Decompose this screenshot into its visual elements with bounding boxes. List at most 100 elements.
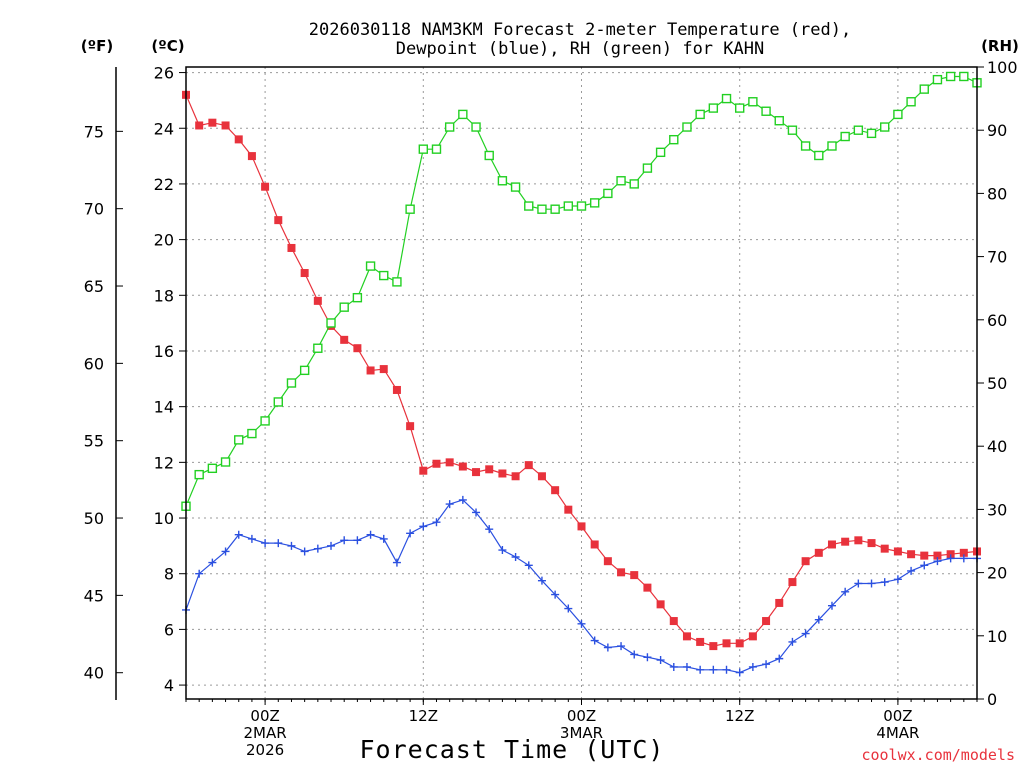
rh-point <box>774 116 784 126</box>
rh-point <box>524 201 534 211</box>
rh-point <box>537 204 547 214</box>
dewpoint-point <box>564 604 573 613</box>
rh-point <box>510 182 521 192</box>
temperature-point <box>340 335 349 344</box>
temperature-point <box>603 557 612 566</box>
x-tick-label: 00Z <box>250 707 279 725</box>
rh-point <box>787 125 798 135</box>
celsius-tick-label: 10 <box>154 509 174 528</box>
dewpoint-point <box>524 561 533 570</box>
rh-point <box>326 318 336 328</box>
temperature-point <box>208 118 217 127</box>
temperature-point <box>959 548 968 557</box>
rh-point <box>458 109 468 120</box>
rh-tick-label: 50 <box>987 374 1007 393</box>
series-rh <box>181 71 982 511</box>
temperature-point <box>801 557 810 566</box>
temperature-point <box>854 536 863 545</box>
rh-point <box>827 141 837 151</box>
plot-frame <box>185 66 978 700</box>
temperature-point <box>748 632 757 641</box>
dewpoint-point <box>458 495 467 504</box>
temperature-point <box>313 296 322 305</box>
temperature-point <box>524 461 533 470</box>
dewpoint-point <box>801 629 810 638</box>
x-tick-label: 4MAR <box>876 724 919 742</box>
rh-point <box>642 163 653 173</box>
dewpoint-point <box>472 508 481 517</box>
temperature-point <box>827 540 836 549</box>
rh-tick-label: 70 <box>987 248 1007 267</box>
temperature-point <box>247 152 256 161</box>
celsius-tick-label: 8 <box>164 565 174 584</box>
x-tick-label: 00Z <box>567 707 596 725</box>
temperature-point <box>234 135 243 144</box>
dewpoint-point <box>577 619 586 628</box>
temperature-point <box>406 422 415 431</box>
rh-point <box>352 292 363 303</box>
temperature-point <box>682 632 691 641</box>
temperature-point <box>762 617 771 626</box>
rh-point <box>800 141 811 151</box>
celsius-tick-label: 6 <box>164 620 174 639</box>
rh-tick-label: 40 <box>987 437 1007 456</box>
temperature-point <box>775 598 784 607</box>
temperature-point <box>498 469 507 478</box>
temperature-point <box>630 571 639 580</box>
dewpoint-point <box>590 636 599 645</box>
dewpoint-point <box>788 637 797 646</box>
temperature-point <box>458 462 467 471</box>
temperature-point <box>696 637 705 646</box>
rh-tick-label: 10 <box>987 627 1007 646</box>
dewpoint-point <box>208 558 217 567</box>
celsius-tick-label: 4 <box>164 676 174 695</box>
x-tick-label: 12Z <box>725 707 754 725</box>
dewpoint-point <box>735 668 744 677</box>
temperature-point <box>669 617 678 626</box>
rh-point <box>906 97 916 107</box>
dewpoint-point <box>867 579 876 588</box>
dewpoint-point <box>221 547 230 556</box>
temperature-point <box>907 550 916 559</box>
temperature-point <box>353 344 362 353</box>
dewpoint-point <box>537 576 546 585</box>
fahrenheit-tick-label: 40 <box>84 664 104 683</box>
rh-point <box>576 201 587 211</box>
rh-point <box>260 416 270 426</box>
dewpoint-point <box>340 536 349 545</box>
dewpoint-point <box>485 525 494 534</box>
rh-point <box>418 144 428 154</box>
temperature-point <box>788 578 797 587</box>
rh-point <box>932 74 943 85</box>
temperature-point <box>221 121 230 130</box>
rh-point <box>379 270 389 281</box>
dewpoint-point <box>406 529 415 538</box>
rh-point <box>629 179 639 189</box>
fahrenheit-tick-label: 50 <box>84 509 104 528</box>
temperature-point <box>709 642 718 651</box>
rh-point <box>721 93 732 104</box>
rh-point <box>748 97 758 107</box>
rh-point <box>655 147 666 158</box>
dewpoint-point <box>920 561 929 570</box>
fahrenheit-tick-label: 60 <box>84 354 104 373</box>
dewpoint-point <box>445 500 454 509</box>
x-tick-label: 2026 <box>246 741 284 759</box>
rh-point <box>616 176 626 186</box>
rh-point <box>589 198 600 208</box>
temperature-point <box>419 466 428 475</box>
rh-point <box>313 343 323 353</box>
rh-point <box>919 84 929 94</box>
rh-tick-label: 0 <box>987 690 997 709</box>
dewpoint-point <box>511 553 520 562</box>
temperature-point <box>537 472 546 481</box>
rh-tick-label: 60 <box>987 311 1007 330</box>
x-tick-label: 12Z <box>409 707 438 725</box>
temperature-point <box>643 583 652 592</box>
dewpoint-point <box>287 541 296 550</box>
dewpoint-point <box>366 530 375 539</box>
rh-point <box>603 188 613 199</box>
temperature-point <box>379 365 388 374</box>
